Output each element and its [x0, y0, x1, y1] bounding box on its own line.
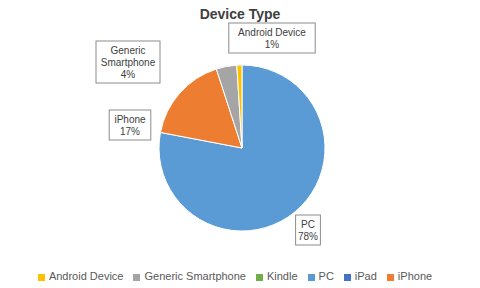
svg-text:1%: 1%: [265, 39, 280, 50]
html-text:iPhone: iPhone: [397, 270, 433, 282]
html-text:Device Type: Device Type: [199, 6, 281, 22]
html-text:Generic Smartphone: Generic Smartphone: [144, 270, 246, 282]
html-text:PC: PC: [318, 270, 334, 282]
svg-text:iPhone: iPhone: [114, 114, 146, 125]
svg-text:Smartphone: Smartphone: [101, 57, 156, 68]
svg-text:Generic: Generic: [110, 45, 145, 56]
html-text:iPad: iPad: [354, 270, 377, 282]
svg-text:4%: 4%: [121, 69, 136, 80]
html-text:Kindle: Kindle: [267, 270, 298, 282]
svg-text:Android Device: Android Device: [238, 27, 306, 38]
svg-text:78%: 78%: [298, 231, 318, 242]
html-text:Android Device: Android Device: [48, 270, 124, 282]
svg-text:PC: PC: [301, 219, 315, 230]
svg-text:17%: 17%: [120, 126, 140, 137]
